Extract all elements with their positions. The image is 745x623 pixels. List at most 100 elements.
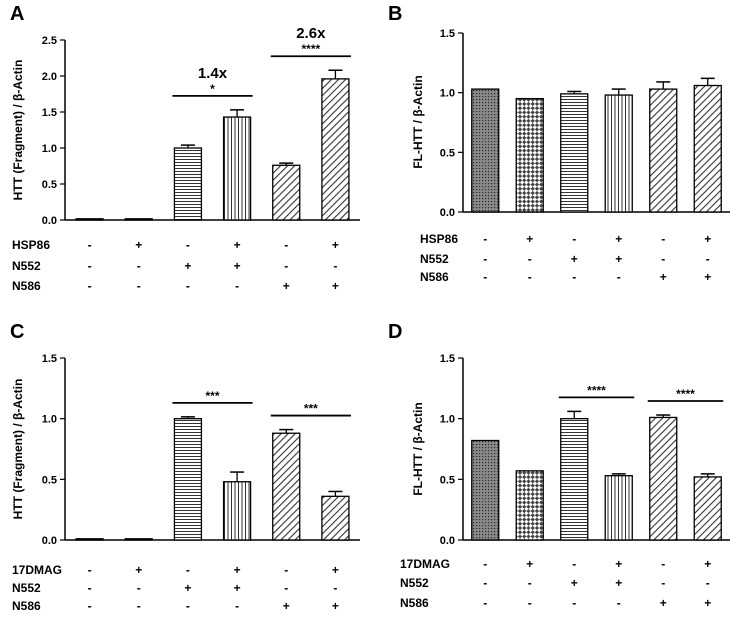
condition-sign: -: [284, 238, 288, 252]
bar: [272, 164, 301, 221]
condition-sign: +: [234, 581, 241, 595]
condition-sign: -: [528, 252, 532, 266]
condition-sign: +: [332, 599, 339, 613]
condition-sign: -: [572, 232, 576, 246]
condition-sign: -: [88, 279, 92, 293]
condition-sign: -: [483, 557, 487, 571]
condition-sign: -: [706, 252, 710, 266]
y-tick-label: 1.0: [440, 88, 455, 100]
panel-a: A HTT (Fragment) / β-Actin 0.0 0.5 1.0 1.5 2.0…: [0, 0, 375, 305]
condition-sign: +: [283, 599, 290, 613]
condition-sign: -: [483, 252, 487, 266]
condition-label: N586: [420, 270, 449, 284]
y-tick-label: 0.0: [440, 207, 455, 219]
condition-sign: -: [483, 576, 487, 590]
panel-letter: A: [10, 3, 24, 25]
condition-sign: -: [284, 581, 288, 595]
condition-sign: +: [660, 270, 667, 284]
panel-c: C HTT (Fragment) / β-Actin 0.0 0.5 1.0 1.5 ***…: [0, 318, 375, 618]
condition-label: 17DMAG: [400, 557, 450, 571]
condition-sign: +: [571, 252, 578, 266]
bar: [222, 481, 252, 541]
panel-letter: C: [10, 321, 24, 343]
condition-sign: -: [572, 270, 576, 284]
condition-sign: -: [528, 576, 532, 590]
condition-sign: -: [186, 599, 190, 613]
condition-sign: -: [284, 563, 288, 577]
condition-sign: +: [704, 232, 711, 246]
condition-label: N586: [12, 279, 41, 293]
condition-sign: -: [661, 232, 665, 246]
bar: [604, 475, 633, 541]
significance-stars: ****: [587, 383, 606, 397]
condition-sign: +: [704, 557, 711, 571]
bar: [124, 218, 153, 221]
condition-sign: +: [571, 576, 578, 590]
condition-sign: -: [528, 270, 532, 284]
chart-b: B FL-HTT / β-Actin 0.0 0.5 1.0 1.5 HSP86 - + - + - +…: [388, 3, 730, 284]
condition-label: N586: [12, 599, 41, 613]
y-tick-label: 1.5: [42, 353, 57, 365]
condition-sign: +: [184, 581, 191, 595]
y-tick-label: 1.0: [42, 143, 57, 155]
y-tick-label: 0.5: [440, 147, 455, 159]
condition-label: 17DMAG: [12, 563, 62, 577]
condition-sign: -: [186, 238, 190, 252]
bar: [604, 94, 633, 213]
condition-sign: -: [88, 259, 92, 273]
fold-change-label: 1.4x: [198, 65, 228, 82]
bar: [515, 470, 544, 541]
condition-sign: -: [617, 596, 621, 610]
condition-sign: +: [615, 576, 622, 590]
panel-b: B FL-HTT / β-Actin 0.0 0.5 1.0 1.5 HSP86 - + - + - +…: [380, 0, 745, 305]
condition-sign: -: [572, 596, 576, 610]
y-tick-label: 1.5: [42, 107, 57, 119]
y-tick-label: 1.0: [440, 414, 455, 426]
condition-sign: -: [186, 563, 190, 577]
condition-sign: +: [184, 259, 191, 273]
y-tick-label: 1.5: [440, 353, 455, 365]
bar: [124, 538, 153, 541]
condition-sign: +: [660, 596, 667, 610]
y-tick-label: 0.5: [42, 474, 57, 486]
panel-letter: B: [388, 3, 402, 25]
condition-label: HSP86: [12, 238, 50, 252]
chart-a: A HTT (Fragment) / β-Actin 0.0 0.5 1.0 1.5 2.0…: [10, 3, 360, 293]
condition-sign: +: [135, 238, 142, 252]
condition-label: N552: [12, 259, 41, 273]
condition-sign: -: [617, 270, 621, 284]
condition-sign: -: [528, 596, 532, 610]
bar: [471, 439, 500, 541]
bar: [321, 495, 350, 541]
condition-sign: -: [483, 596, 487, 610]
y-axis-label: FL-HTT / β-Actin: [411, 75, 425, 168]
significance-stars: ****: [676, 387, 695, 401]
significance-stars: ***: [205, 389, 219, 403]
significance-stars: *: [210, 82, 215, 96]
condition-sign: +: [234, 259, 241, 273]
y-tick-label: 1.5: [440, 28, 455, 40]
condition-sign: -: [137, 581, 141, 595]
y-tick-label: 0.0: [42, 215, 57, 227]
bar: [560, 418, 589, 541]
condition-sign: +: [704, 270, 711, 284]
condition-sign: +: [234, 563, 241, 577]
condition-sign: -: [483, 232, 487, 246]
condition-sign: -: [235, 599, 239, 613]
y-tick-label: 2.0: [42, 71, 57, 83]
bar: [321, 78, 350, 221]
significance-stars: ****: [301, 42, 320, 56]
bar: [173, 147, 203, 221]
y-axis-label: FL-HTT / β-Actin: [411, 402, 425, 495]
condition-label: N552: [420, 252, 449, 266]
condition-sign: -: [572, 557, 576, 571]
condition-sign: -: [661, 576, 665, 590]
y-tick-label: 0.5: [440, 474, 455, 486]
condition-sign: +: [615, 232, 622, 246]
bar: [75, 538, 104, 541]
condition-sign: +: [615, 557, 622, 571]
y-tick-label: 0.0: [42, 535, 57, 547]
bar: [471, 88, 500, 213]
fold-change-label: 2.6x: [296, 25, 326, 42]
condition-sign: +: [526, 557, 533, 571]
